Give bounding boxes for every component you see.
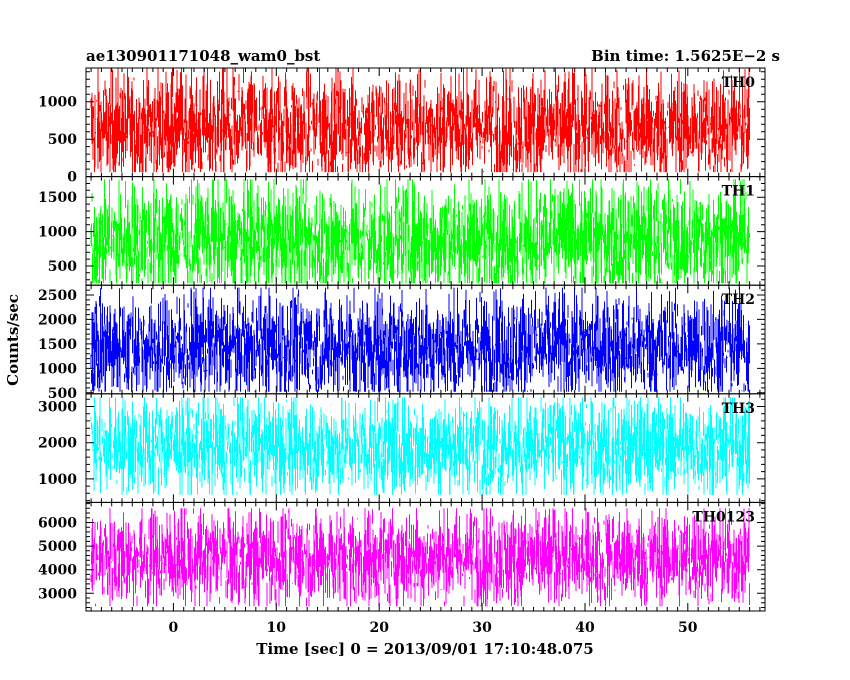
panel-ticks: [86, 284, 765, 394]
x-tick-label: 30: [472, 620, 492, 636]
x-tick-label: 50: [678, 620, 698, 636]
y-tick-label: 1000: [38, 472, 77, 488]
x-tick-label: 0: [169, 620, 179, 636]
x-tick-label: 10: [267, 620, 287, 636]
series-th0: [90, 68, 750, 173]
series-th2: [90, 287, 750, 392]
y-tick-label: 1000: [38, 225, 77, 241]
y-tick-label: 3000: [38, 586, 77, 602]
x-tick-label: 20: [369, 620, 389, 636]
panel-label-th1: TH1: [722, 184, 755, 200]
y-tick-label: 3000: [38, 400, 77, 416]
y-tick-label: 2000: [38, 312, 77, 328]
y-tick-label: 6000: [38, 516, 77, 532]
y-tick-label: 2500: [38, 288, 77, 304]
panel-ticks: [86, 502, 765, 611]
series-th3: [90, 397, 750, 495]
panel-th3: 1000 2000 3000 TH3: [38, 393, 766, 503]
y-tick-label: 2000: [38, 436, 77, 452]
y-tick-label: 1000: [38, 361, 77, 377]
bin-time-label: Bin time: 1.5625E−2 s: [591, 47, 780, 65]
panel-label-th0: TH0: [722, 75, 756, 91]
y-tick-label: 500: [48, 259, 77, 275]
panel-ticks: [86, 176, 765, 286]
panel-th0123: 3000 4000 5000 6000 TH0123: [38, 501, 766, 612]
panel-label-th3: TH3: [722, 401, 755, 417]
y-axis-label: Counts/sec: [4, 294, 22, 386]
y-tick-label: 500: [48, 132, 77, 148]
y-tick-label: 1500: [38, 190, 77, 206]
panel-label-th2: TH2: [722, 292, 755, 308]
x-axis: 0 10 20 30 40 50: [169, 620, 698, 636]
panel-th0: 0 500 1000 TH0: [38, 67, 766, 186]
panel-frame: [85, 501, 766, 612]
x-axis-label: Time [sec] 0 = 2013/09/01 17:10:48.075: [256, 640, 593, 658]
panel-th2: 500 1000 1500 2000 2500 TH2: [38, 284, 766, 402]
y-tick-label: 5000: [38, 539, 77, 555]
source-title: ae130901171048_wam0_bst: [86, 47, 320, 65]
series-th1: [90, 179, 750, 284]
panel-th1: 500 1000 1500 TH1: [38, 176, 766, 286]
series-th0123: [90, 508, 750, 607]
y-tick-label: 4000: [38, 563, 77, 579]
y-tick-label: 1000: [38, 95, 77, 111]
panel-ticks: [86, 393, 765, 503]
x-tick-label: 40: [575, 620, 595, 636]
y-tick-label: 0: [67, 170, 77, 186]
y-tick-label: 500: [48, 386, 77, 402]
panel-ticks: [86, 68, 765, 178]
panel-label-th0123: TH0123: [692, 509, 755, 525]
y-tick-label: 1500: [38, 337, 77, 353]
